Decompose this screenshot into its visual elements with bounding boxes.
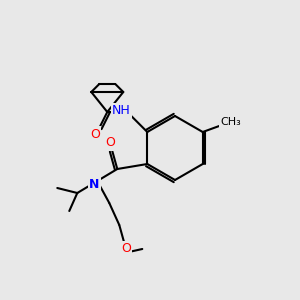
Text: O: O [90, 128, 100, 140]
Text: O: O [121, 242, 131, 256]
Text: N: N [89, 178, 100, 190]
Text: CH₃: CH₃ [220, 117, 241, 127]
Text: O: O [105, 136, 115, 149]
Text: NH: NH [112, 104, 131, 118]
